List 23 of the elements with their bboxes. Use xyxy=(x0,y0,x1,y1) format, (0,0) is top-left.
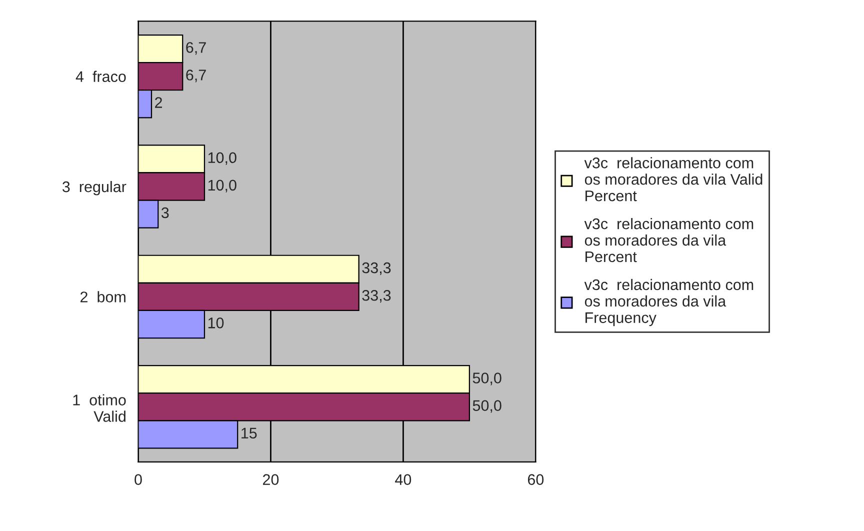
x-tick-label: 40 xyxy=(395,474,412,485)
legend-label: v3c relacionamento com os moradores da vila Frequency xyxy=(584,278,754,326)
data-label: 33,3 xyxy=(362,262,391,276)
data-label: 10,0 xyxy=(208,152,236,165)
legend-label: v3c relacionamento com os moradores da vila Valid Percent xyxy=(584,157,762,202)
data-label: 2 xyxy=(155,97,162,108)
data-label: 50,0 xyxy=(472,400,502,413)
data-label: 6,7 xyxy=(186,42,206,55)
data-label: 10 xyxy=(208,318,224,328)
y-tick-label: 2 bom xyxy=(80,291,126,302)
data-label: 50,0 xyxy=(472,372,502,386)
data-label: 3 xyxy=(161,207,169,218)
data-label: 33,3 xyxy=(362,290,391,303)
legend-label: v3c relacionamento com os moradores da vila Percent xyxy=(584,218,754,262)
data-label: 10,0 xyxy=(208,180,236,192)
x-tick-label: 0 xyxy=(134,474,142,485)
data-label: 15 xyxy=(242,428,257,439)
x-tick-label: 60 xyxy=(528,474,544,485)
x-tick-label: 20 xyxy=(262,474,279,485)
y-tick-label: 3 regular xyxy=(62,180,126,196)
y-tick-label: 1 otimo Valid xyxy=(73,394,126,422)
y-tick-label: 4 fraco xyxy=(76,70,126,82)
data-label: 6,7 xyxy=(186,70,206,82)
